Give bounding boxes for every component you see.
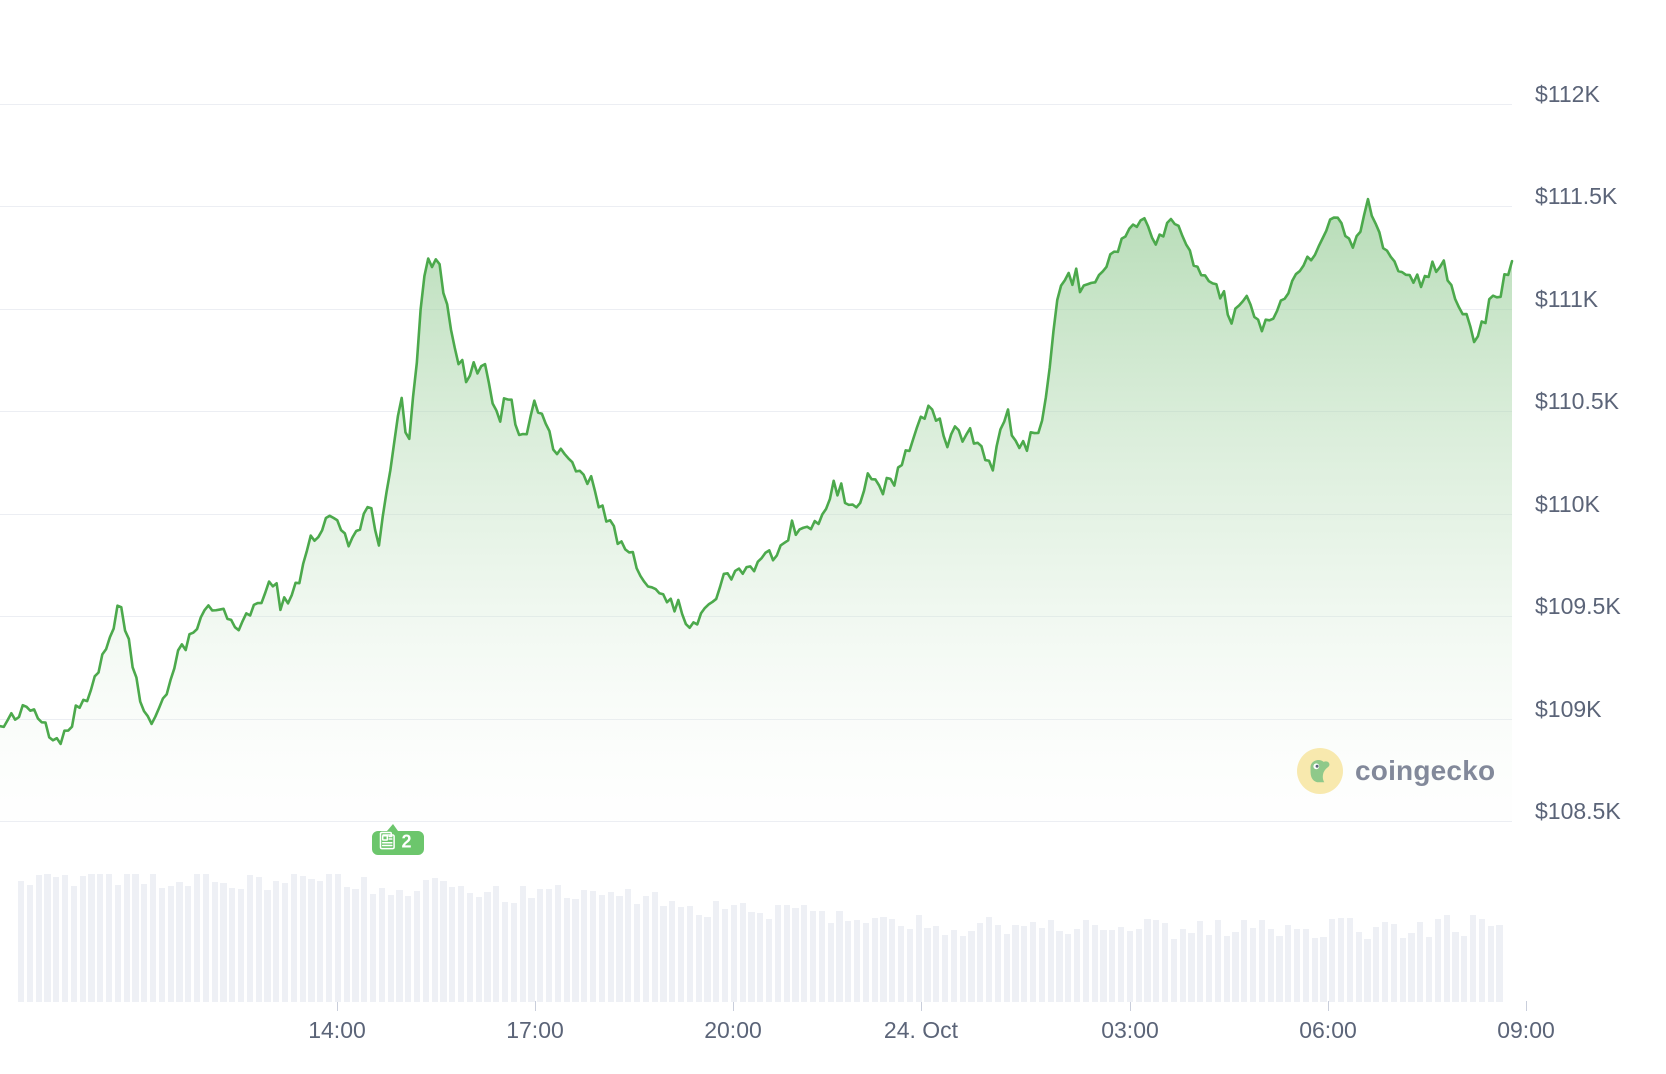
svg-text:2: 2 bbox=[402, 832, 412, 852]
